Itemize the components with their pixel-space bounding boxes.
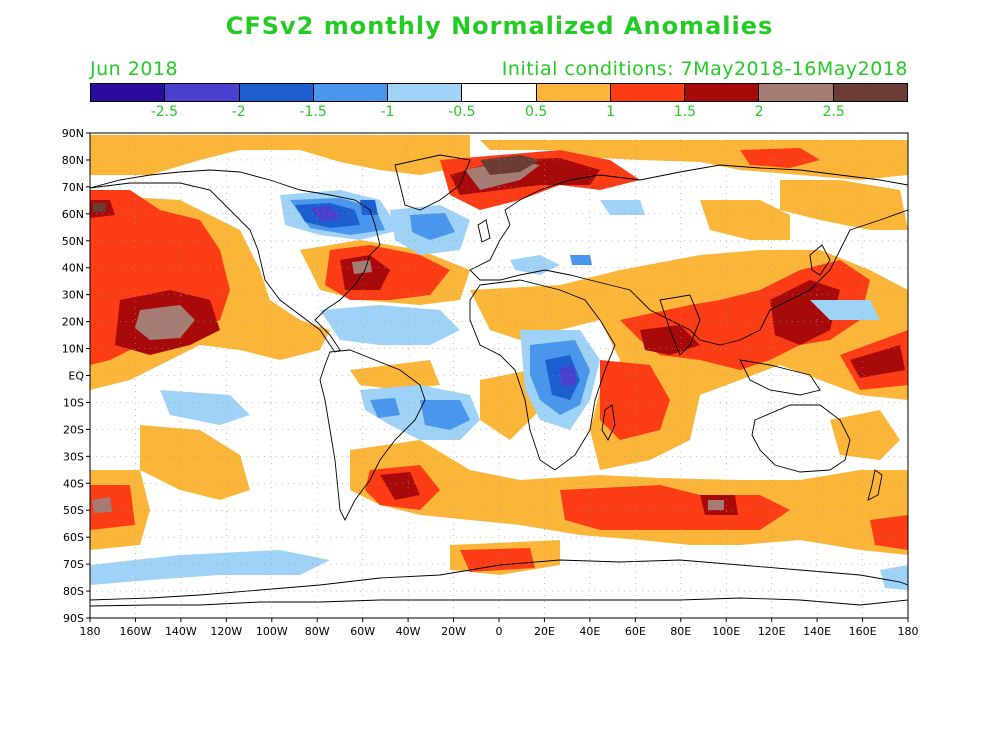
color-scale-tick-label: 2	[754, 104, 764, 120]
color-scale-cell	[91, 84, 166, 101]
longitude-label: 20E	[534, 625, 555, 638]
map-title: CFSv2 monthly Normalized Anomalies	[225, 12, 774, 40]
latitude-label: 60S	[63, 531, 84, 544]
longitude-label: 20W	[441, 625, 466, 638]
color-scale-tick-label: 2.5	[822, 104, 845, 120]
latitude-label: 40S	[63, 477, 84, 490]
longitude-label: 160W	[120, 625, 152, 638]
latitude-label: 90S	[63, 612, 84, 625]
anomaly-above-2p5-regions	[93, 155, 540, 212]
color-scale-bar	[90, 83, 908, 102]
latitude-label: 50N	[62, 235, 84, 248]
color-scale-tick-label: -1.5	[299, 104, 327, 120]
color-scale-tick-label: -2	[231, 104, 246, 120]
longitude-label: 180	[80, 625, 101, 638]
color-scale-tick-label: -2.5	[150, 104, 179, 120]
color-scale-cell	[833, 84, 907, 101]
map-gridlines	[90, 133, 908, 618]
color-scale-cell	[388, 84, 463, 101]
longitude-label: 180	[898, 625, 919, 638]
longitude-label: 60E	[625, 625, 646, 638]
longitude-label: 40W	[396, 625, 421, 638]
longitude-label: 100W	[256, 625, 288, 638]
longitude-label: 140E	[803, 625, 831, 638]
anomaly-2-2p5-regions	[92, 160, 724, 513]
latitude-label: 40N	[62, 262, 84, 275]
color-scale-tick-label: -0.5	[448, 104, 476, 120]
latitude-label: 70S	[63, 558, 84, 571]
color-scale-cell	[685, 84, 760, 101]
longitude-label: 0	[496, 625, 503, 638]
latitude-label: 30S	[63, 450, 84, 463]
latitude-label: 90N	[62, 127, 84, 140]
latitude-label: 50S	[63, 504, 84, 517]
latitude-labels: 90N 80N 70N 60N 50N 40N 30N 20N 10N EQ 10S 20S 30S 40…	[62, 127, 90, 625]
color-scale-tick-label: 1.5	[673, 104, 697, 120]
latitude-label: 20S	[63, 423, 84, 436]
longitude-label: 40E	[579, 625, 600, 638]
color-scale-tick-label: 0.5	[525, 104, 548, 120]
coastlines	[90, 154, 908, 607]
longitude-label: 80E	[670, 625, 691, 638]
color-scale-cell	[610, 84, 686, 101]
latitude-label: 10S	[63, 396, 84, 409]
latitude-label: 80S	[63, 585, 84, 598]
longitude-label: 120W	[210, 625, 242, 638]
latitude-label: 70N	[62, 181, 84, 194]
latitude-label: 60N	[62, 208, 84, 221]
latitude-label: 30N	[62, 289, 84, 302]
latitude-label: 20N	[62, 316, 84, 329]
longitude-labels: 180 160W 140W 120W 100W 80W 60W 40W 20W 0 20E 40E 60…	[80, 618, 919, 638]
color-scale-cell	[165, 84, 240, 101]
color-scale-cell	[759, 84, 834, 101]
longitude-label: 80W	[305, 625, 330, 638]
latitude-label: 80N	[62, 154, 84, 167]
latitude-label: 10N	[62, 343, 84, 356]
longitude-label: 100E	[712, 625, 740, 638]
latitude-label: EQ	[68, 370, 84, 383]
longitude-label: 120E	[758, 625, 786, 638]
color-scale-cell	[239, 84, 314, 101]
color-scale-cell	[536, 84, 611, 101]
color-scale-tick-label: -1	[380, 104, 395, 120]
forecast-month-label: Jun 2018	[90, 58, 179, 80]
color-scale-cell	[313, 84, 389, 101]
longitude-label: 60W	[350, 625, 375, 638]
longitude-label: 140W	[165, 625, 197, 638]
initial-conditions-label: Initial conditions: 7May2018-16May2018	[501, 58, 908, 80]
color-scale-cell	[462, 84, 537, 101]
color-scale-tick-label: 1	[606, 104, 615, 120]
longitude-label: 160E	[849, 625, 877, 638]
